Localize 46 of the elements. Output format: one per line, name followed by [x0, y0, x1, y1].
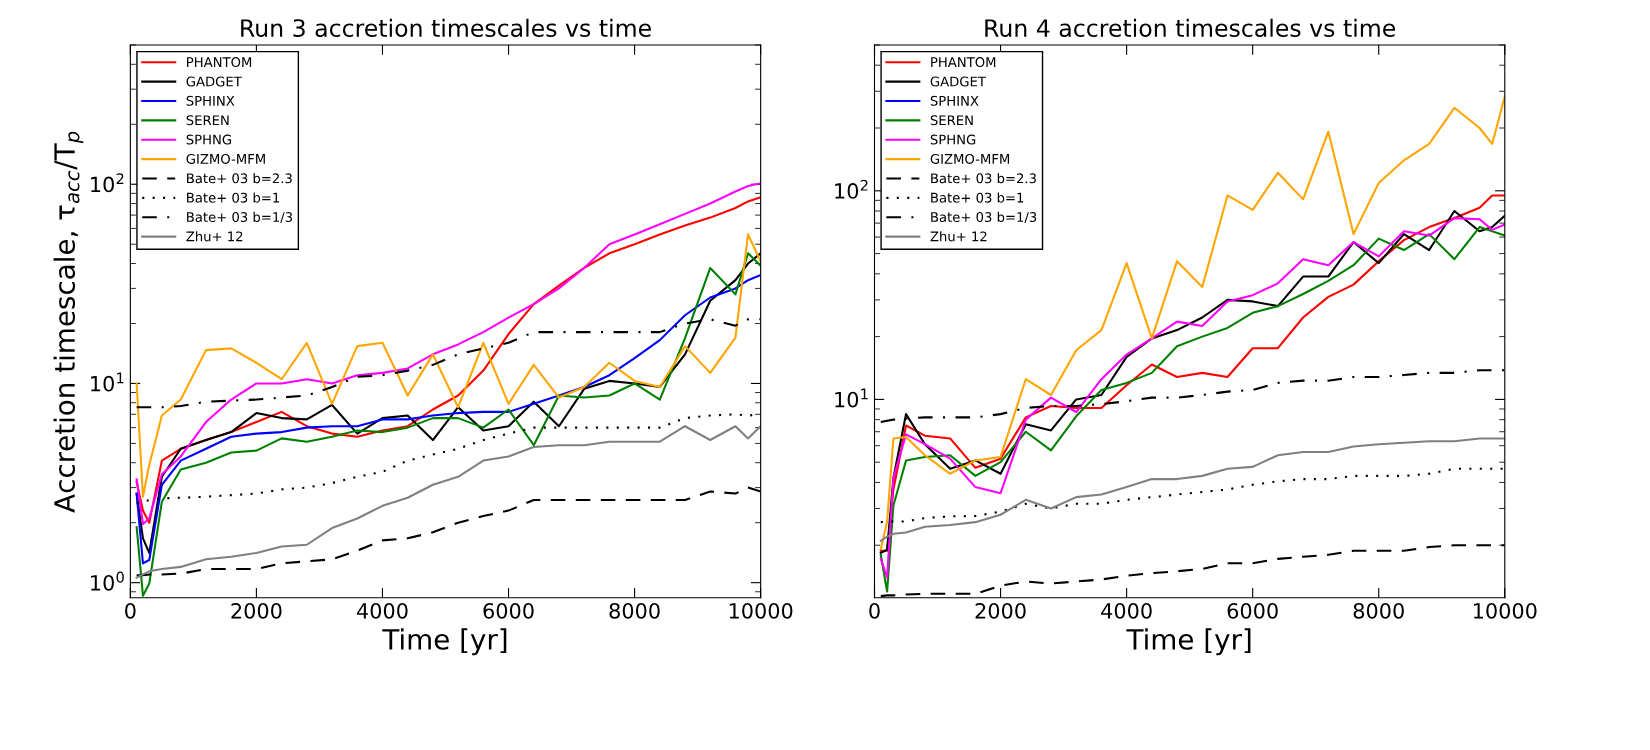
- x-tick-label: 8000: [1353, 602, 1404, 619]
- legend-label: SPHNG: [930, 134, 976, 145]
- legend-label: PHANTOM: [187, 57, 252, 68]
- legend-label: SPHNG: [186, 134, 232, 145]
- line-series: [135, 425, 761, 579]
- y-tick-label: 10$^{1}$: [835, 388, 868, 408]
- legend-label: Zhu+ 12: [930, 231, 987, 242]
- y-tick-label: 10$^{2}$: [835, 179, 868, 199]
- legend-label: SPHINX: [930, 95, 979, 106]
- legend-label: PHANTOM: [931, 57, 996, 68]
- x-axis-title: Time [yr]: [1126, 628, 1251, 656]
- legend-label: Bate+ 03 b=2.3: [931, 173, 1036, 184]
- x-axis-title: Time [yr]: [382, 628, 507, 656]
- legend-label: Bate+ 03 b=1/3: [187, 211, 293, 224]
- x-tick-label: 2000: [975, 602, 1026, 619]
- x-tick-label: 0: [869, 602, 880, 619]
- x-tick-label: 10000: [729, 602, 793, 619]
- y-tick-label: 10$^{2}$: [91, 173, 124, 193]
- legend-label: Bate+ 03 b=2.3: [187, 173, 292, 184]
- line-series: [879, 437, 1505, 542]
- legend-label: SEREN: [930, 115, 973, 126]
- legend-label: SPHINX: [186, 95, 235, 106]
- line-series: [879, 95, 1505, 550]
- x-tick-label: 8000: [609, 602, 660, 619]
- x-tick-label: 6000: [483, 602, 534, 619]
- x-tick-label: 6000: [1227, 602, 1278, 619]
- legend-label: Bate+ 03 b=1/3: [931, 211, 1037, 224]
- legend-label: Zhu+ 12: [186, 231, 243, 242]
- x-tick-label: 4000: [1101, 602, 1152, 619]
- chart-title: Run 3 accretion timescales vs time: [241, 18, 651, 37]
- y-tick-label: 10$^{1}$: [91, 372, 124, 392]
- x-tick-label: 2000: [231, 602, 282, 619]
- x-tick-label: 0: [125, 602, 136, 619]
- legend-label: GIZMO-MFM: [186, 153, 265, 164]
- x-tick-label: 10000: [1473, 602, 1537, 619]
- x-tick-label: 4000: [356, 602, 408, 619]
- y-axis-title: Accretion timescale, τ$_{acc}$/T$_{p}$: [53, 131, 84, 513]
- y-tick-label: 10$^{0}$: [91, 571, 124, 591]
- chart-title: Run 4 accretion timescales vs time: [985, 18, 1396, 37]
- legend-label: SEREN: [186, 115, 229, 126]
- legend-label: GIZMO-MFM: [930, 153, 1010, 164]
- legend-label: GADGET: [930, 76, 986, 87]
- legend-label: GADGET: [186, 76, 242, 87]
- legend-label: Bate+ 03 b=1: [931, 192, 1024, 203]
- legend-label: Bate+ 03 b=1: [187, 192, 280, 203]
- line-series: [135, 233, 761, 498]
